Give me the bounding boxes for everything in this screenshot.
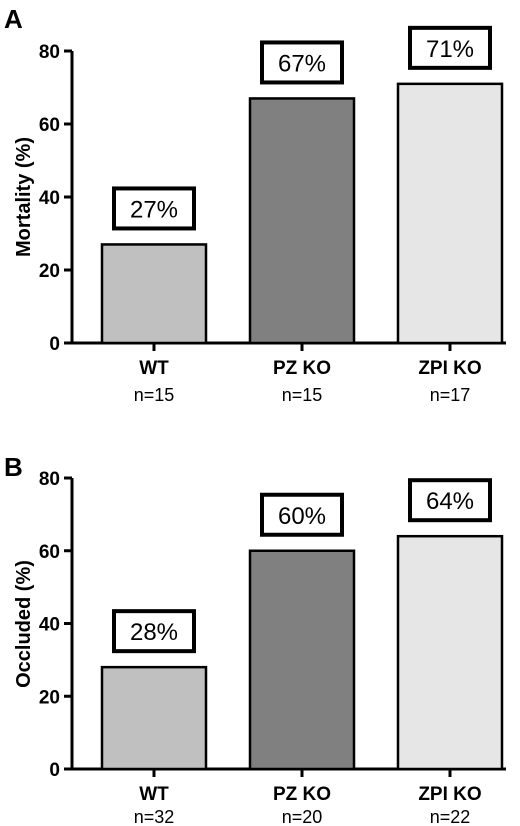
y-tick-label: 40 [39,615,60,636]
value-box-wt [112,609,196,654]
value-box-zpi-ko [408,25,492,70]
category-label-pz-ko: PZ KO [273,358,331,379]
y-axis-label: Occluded (%) [13,560,35,688]
category-label-zpi-ko: ZPI KO [418,358,481,379]
category-label-zpi-ko: ZPI KO [418,784,481,805]
panel-letter: B [4,452,23,482]
y-tick-label: 0 [49,334,60,355]
chart-panel-a: A Mortality (%) 0 20 40 60 80 27% WT n=15 67% PZ KO… [4,4,506,405]
y-tick-label: 80 [39,469,60,490]
value-label-wt: 27% [130,196,178,223]
y-tick-label: 0 [49,760,60,781]
value-box-wt [112,186,196,231]
y-tick-label: 80 [39,42,60,63]
bar-pz-ko [248,549,356,771]
y-tick-label: 20 [39,261,60,282]
chart-panel-b: B Occluded (%) 0 20 40 60 80 28% WT n=32 60% PZ KO n… [4,452,506,826]
category-label-wt: WT [139,784,169,805]
y-tick-label: 60 [39,115,60,136]
y-tick-label: 20 [39,687,60,708]
n-label-pz-ko: n=15 [282,385,323,405]
panel-letter: A [4,4,23,34]
y-tick-label: 60 [39,542,60,563]
n-label-wt: n=32 [134,807,175,826]
n-label-wt: n=15 [134,385,175,405]
n-label-zpi-ko: n=22 [430,807,471,826]
bar-wt [100,665,208,771]
bar-pz-ko [248,97,356,345]
n-label-pz-ko: n=20 [282,807,323,826]
bar-wt [100,243,208,345]
value-label-zpi-ko: 64% [426,488,474,515]
category-label-pz-ko: PZ KO [273,784,331,805]
y-axis-label: Mortality (%) [13,137,35,257]
bar-zpi-ko [396,82,504,345]
category-label-wt: WT [139,358,169,379]
value-box-zpi-ko [408,478,492,523]
value-label-wt: 28% [130,619,178,646]
value-box-pz-ko [260,40,344,85]
value-label-pz-ko: 67% [278,50,326,77]
bar-zpi-ko [396,534,504,771]
y-tick-label: 40 [39,188,60,209]
value-box-pz-ko [260,492,344,537]
n-label-zpi-ko: n=17 [430,385,471,405]
value-label-pz-ko: 60% [278,503,326,530]
value-label-zpi-ko: 71% [426,36,474,63]
